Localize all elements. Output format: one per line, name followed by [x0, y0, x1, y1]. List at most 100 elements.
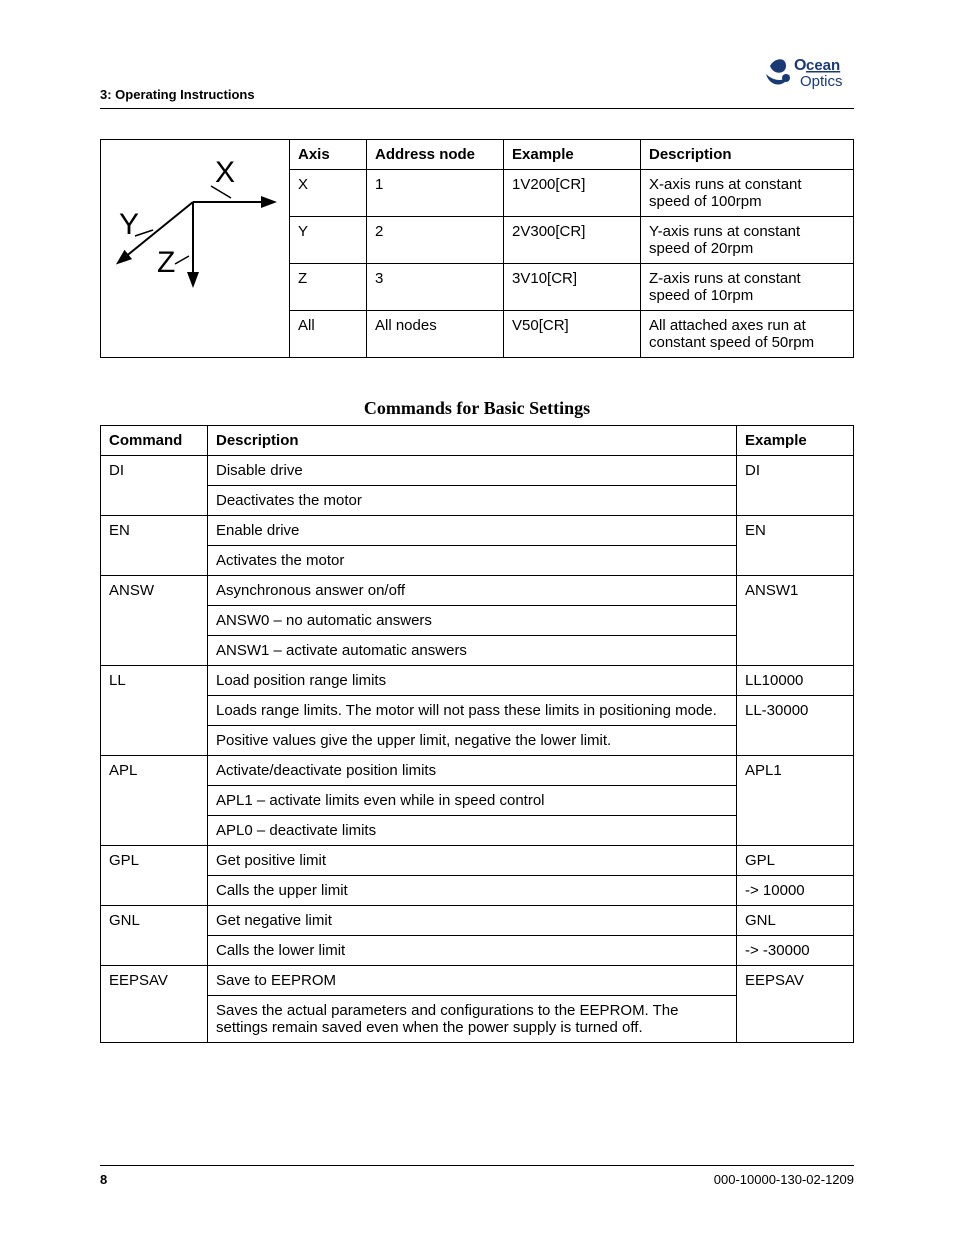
cell-desc: Asynchronous answer on/offANSW0 – no aut… [208, 576, 737, 666]
desc-line: Get positive limit [208, 846, 736, 875]
cell-ex: 3V10[CR] [504, 264, 641, 311]
table-row: APLActivate/deactivate position limitsAP… [101, 756, 854, 846]
cell-example: LL10000LL-30000 [737, 666, 854, 756]
cell-addr: 2 [367, 217, 504, 264]
desc-line: Load position range limits [208, 666, 736, 695]
cell-desc: Enable driveActivates the motor [208, 516, 737, 576]
example-line: ANSW1 [737, 576, 853, 605]
table-row: LLLoad position range limitsLoads range … [101, 666, 854, 756]
desc-line: Save to EEPROM [208, 966, 736, 995]
desc-line: ANSW0 – no automatic answers [208, 605, 736, 635]
cell-desc: Get positive limitCalls the upper limit [208, 846, 737, 906]
cell-desc: Disable driveDeactivates the motor [208, 456, 737, 516]
commands-heading: Commands for Basic Settings [100, 398, 854, 419]
th-desc: Description [641, 140, 854, 170]
axis-label-x: X [215, 156, 235, 189]
table-row: EEPSAVSave to EEPROMSaves the actual par… [101, 966, 854, 1043]
example-line: -> -30000 [737, 935, 853, 965]
cell-axis: All [290, 311, 367, 358]
th-axis: Axis [290, 140, 367, 170]
desc-line: APL0 – deactivate limits [208, 815, 736, 845]
desc-line: Loads range limits. The motor will not p… [208, 695, 736, 725]
section-title: 3: Operating Instructions [100, 87, 255, 102]
page-header: 3: Operating Instructions O cean Optics [100, 60, 854, 109]
cell-ex: 1V200[CR] [504, 170, 641, 217]
cell-desc: Get negative limitCalls the lower limit [208, 906, 737, 966]
desc-line: Disable drive [208, 456, 736, 485]
cell-desc: Save to EEPROMSaves the actual parameter… [208, 966, 737, 1043]
cell-command: EN [101, 516, 208, 576]
cell-ex: V50[CR] [504, 311, 641, 358]
cell-desc: Z-axis runs at constant speed of 10rpm [641, 264, 854, 311]
commands-table: Command Description Example DIDisable dr… [100, 425, 854, 1043]
cell-example: EEPSAV [737, 966, 854, 1043]
desc-line: Calls the upper limit [208, 875, 736, 905]
logo-text-top: cean [806, 57, 840, 74]
cell-axis: X [290, 170, 367, 217]
svg-text:O: O [794, 57, 806, 74]
cell-command: EEPSAV [101, 966, 208, 1043]
cell-addr: 1 [367, 170, 504, 217]
cell-example: GPL-> 10000 [737, 846, 854, 906]
desc-line: Activate/deactivate position limits [208, 756, 736, 785]
example-line: LL10000 [737, 666, 853, 695]
cell-desc: Y-axis runs at constant speed of 20rpm [641, 217, 854, 264]
example-line: LL-30000 [737, 695, 853, 725]
cell-addr: All nodes [367, 311, 504, 358]
example-line: DI [737, 456, 853, 485]
table-row: GNLGet negative limitCalls the lower lim… [101, 906, 854, 966]
page: 3: Operating Instructions O cean Optics [0, 0, 954, 1235]
example-line: GPL [737, 846, 853, 875]
cell-desc: X-axis runs at constant speed of 100rpm [641, 170, 854, 217]
cell-command: LL [101, 666, 208, 756]
axis-table: X Y Z Axis Address node Example Descript… [100, 139, 854, 358]
desc-line: ANSW1 – activate automatic answers [208, 635, 736, 665]
cell-example: EN [737, 516, 854, 576]
desc-line: Enable drive [208, 516, 736, 545]
cell-ex: 2V300[CR] [504, 217, 641, 264]
cell-example: DI [737, 456, 854, 516]
cell-example: GNL-> -30000 [737, 906, 854, 966]
desc-line: APL1 – activate limits even while in spe… [208, 785, 736, 815]
example-line: EN [737, 516, 853, 545]
th-addr: Address node [367, 140, 504, 170]
th-desc: Description [208, 426, 737, 456]
cell-command: GPL [101, 846, 208, 906]
table-row: DIDisable driveDeactivates the motorDI [101, 456, 854, 516]
table-row: ENEnable driveActivates the motorEN [101, 516, 854, 576]
th-command: Command [101, 426, 208, 456]
th-example: Example [737, 426, 854, 456]
axis-diagram-cell: X Y Z [101, 140, 290, 358]
doc-number: 000-10000-130-02-1209 [714, 1172, 854, 1187]
example-line: EEPSAV [737, 966, 853, 995]
brand-logo: O cean Optics [764, 52, 854, 101]
example-line: APL1 [737, 756, 853, 785]
cell-command: GNL [101, 906, 208, 966]
axis-diagram-icon: X Y Z [105, 144, 281, 294]
cell-desc: All attached axes run at constant speed … [641, 311, 854, 358]
table-row: GPLGet positive limitCalls the upper lim… [101, 846, 854, 906]
table-row: ANSWAsynchronous answer on/offANSW0 – no… [101, 576, 854, 666]
ocean-optics-logo-icon: O cean Optics [764, 52, 854, 96]
desc-line: Calls the lower limit [208, 935, 736, 965]
desc-line: Get negative limit [208, 906, 736, 935]
cell-example: APL1 [737, 756, 854, 846]
cell-axis: Y [290, 217, 367, 264]
cell-desc: Activate/deactivate position limitsAPL1 … [208, 756, 737, 846]
desc-line: Asynchronous answer on/off [208, 576, 736, 605]
table-header-row: X Y Z Axis Address node Example Descript… [101, 140, 854, 170]
example-line: -> 10000 [737, 875, 853, 905]
desc-line: Deactivates the motor [208, 485, 736, 515]
example-line: GNL [737, 906, 853, 935]
cell-desc: Load position range limitsLoads range li… [208, 666, 737, 756]
th-example: Example [504, 140, 641, 170]
page-footer: 8 000-10000-130-02-1209 [100, 1165, 854, 1187]
cell-axis: Z [290, 264, 367, 311]
desc-line: Activates the motor [208, 545, 736, 575]
cell-command: DI [101, 456, 208, 516]
cell-command: APL [101, 756, 208, 846]
table-header-row: Command Description Example [101, 426, 854, 456]
desc-line: Saves the actual parameters and configur… [208, 995, 736, 1042]
desc-line: Positive values give the upper limit, ne… [208, 725, 736, 755]
cell-example: ANSW1 [737, 576, 854, 666]
